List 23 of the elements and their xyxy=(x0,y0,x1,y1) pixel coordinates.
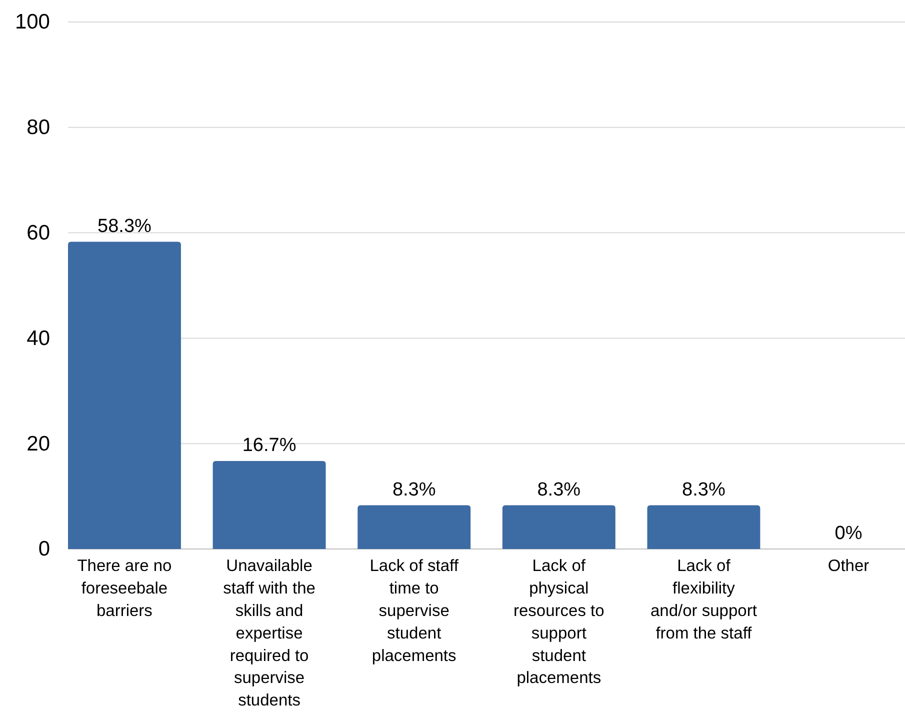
x-tick-label: Other xyxy=(828,557,870,575)
x-tick-label: Lack of physical resources to support student placements xyxy=(514,557,604,688)
y-tick-label: 20 xyxy=(26,432,50,456)
data-label: 8.3% xyxy=(682,479,726,500)
y-tick-label: 0 xyxy=(38,538,50,561)
data-label: 8.3% xyxy=(537,479,581,500)
y-tick-label: 40 xyxy=(26,326,50,350)
x-tick-label: Lack of flexibility and/or support from the staff xyxy=(650,557,758,642)
data-label: 16.7% xyxy=(242,434,296,456)
data-label: 8.3% xyxy=(392,479,436,500)
x-tick-label: Lack of staff time to supervise student placements xyxy=(370,557,459,665)
y-tick-label: 80 xyxy=(26,116,50,140)
bar xyxy=(647,505,760,549)
bar xyxy=(212,460,326,549)
y-tick-label: 100 xyxy=(14,10,50,34)
bar xyxy=(358,505,471,549)
data-label: 0% xyxy=(834,523,862,544)
data-label: 58.3% xyxy=(98,216,152,237)
x-tick-label: Unavailable staff with the skills and expertise required to supervise students xyxy=(223,557,316,710)
bar xyxy=(68,242,181,549)
bar xyxy=(502,505,616,549)
x-tick-label: There are no foreseebale barriers xyxy=(77,557,172,620)
y-tick-label: 60 xyxy=(26,222,50,245)
